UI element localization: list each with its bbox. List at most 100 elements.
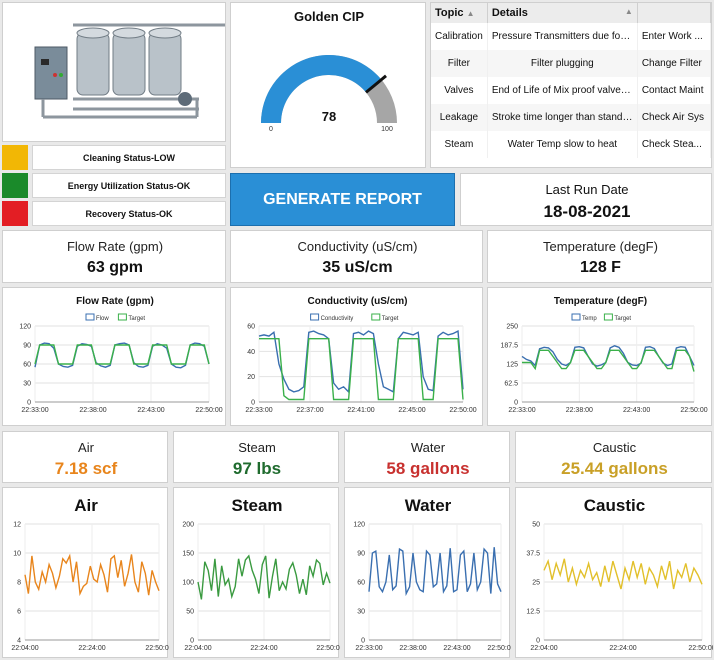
status-row-energy: Energy Utilization Status-OK: [2, 173, 226, 198]
water-chart: 0 30 60 90 120 22:33:00 22:38:00 22:43:00 22:50:…: [353, 522, 511, 653]
x-tick-label: 22:50:00: [195, 407, 222, 414]
series-line: [197, 554, 331, 600]
chart-title: Conductivity (uS/cm): [307, 296, 408, 307]
kpi-conductivity: Conductivity (uS/cm) 35 uS/cm: [230, 230, 483, 283]
gauge-chart: 78 0 100: [261, 55, 397, 133]
y-tick-label: 150: [182, 551, 194, 558]
status-swatch-energy: [2, 173, 28, 198]
table-row[interactable]: Filter Filter plugging Change Filter: [431, 50, 711, 77]
x-tick-label: 22:33:00: [508, 407, 535, 414]
kpi-flow-rate: Flow Rate (gpm) 63 gpm: [2, 230, 226, 283]
status-swatch-cleaning: [2, 145, 28, 170]
column-header-topic[interactable]: Topic ▲: [431, 3, 488, 23]
series-line: [24, 553, 160, 597]
kpi-label: Flow Rate (gpm): [66, 239, 164, 254]
x-tick-label: 22:50:00: [145, 645, 169, 652]
x-tick-label: 22:33:00: [21, 407, 48, 414]
legend-label: Conductivity: [321, 316, 354, 322]
caustic-chart: 0 12.5 25 37.5 50 22:04:00 22:24:00 22:50:00: [526, 522, 713, 653]
gauge-panel: Golden CIP 78 0 100: [230, 2, 426, 168]
series-line: [543, 558, 703, 590]
gauge-needle: [365, 74, 387, 94]
kpi-value: 35 uS/cm: [322, 259, 393, 276]
topic-cell: Steam: [431, 131, 488, 158]
legend-label: Target: [382, 316, 399, 322]
gauge-max-label: 100: [381, 126, 393, 133]
action-cell: Change Filter: [637, 50, 711, 77]
issues-table: Topic ▲ Details ▲ Calibration Pressure Tr…: [431, 3, 711, 158]
legend-swatch: [310, 313, 320, 321]
y-tick-label: 12.5: [526, 609, 540, 616]
y-tick-label: 100: [182, 580, 194, 587]
x-tick-label: 22:43:00: [623, 407, 650, 414]
status-row-cleaning: Cleaning Status-LOW: [2, 145, 226, 170]
details-cell: Filter plugging: [487, 50, 638, 77]
kpi-value: 63 gpm: [86, 259, 143, 276]
x-tick-label: 22:38:00: [566, 407, 593, 414]
details-cell: Water Temp slow to heat: [487, 131, 638, 158]
x-tick-label: 22:37:00: [296, 407, 323, 414]
status-row-recovery: Recovery Status-OK: [2, 201, 226, 226]
series-line: [259, 338, 464, 401]
generate-report-button[interactable]: GENERATE REPORT: [230, 173, 455, 226]
sort-icon: ▲: [624, 7, 633, 16]
x-tick-label: 22:41:00: [347, 407, 374, 414]
x-tick-label: 22:04:00: [184, 645, 211, 652]
x-tick-label: 22:38:00: [399, 645, 426, 652]
x-tick-label: 22:50:00: [680, 407, 707, 414]
x-tick-label: 22:50:00: [316, 645, 340, 652]
total-steam: Steam 97 lbs: [173, 431, 339, 483]
conductivity-chart-panel: Conductivity (uS/cm) 0 20 40 60 22:33:00 22:3…: [230, 287, 483, 426]
action-cell: Enter Work ...: [637, 23, 711, 50]
table-row[interactable]: Steam Water Temp slow to heat Check Stea..…: [431, 131, 711, 158]
total-label: Steam: [238, 440, 276, 455]
y-tick-label: 40: [247, 349, 255, 356]
y-tick-label: 10: [13, 551, 21, 558]
total-label: Air: [78, 440, 94, 455]
y-tick-label: 90: [23, 343, 31, 350]
series-line: [34, 344, 210, 365]
y-tick-label: 37.5: [526, 551, 540, 558]
action-cell: Check Stea...: [637, 131, 711, 158]
gauge-value: 78: [322, 109, 336, 124]
series-line: [368, 547, 502, 597]
topic-cell: Valves: [431, 77, 488, 104]
equipment-image-panel: [2, 2, 226, 142]
status-label-cleaning: Cleaning Status-LOW: [32, 145, 226, 170]
y-tick-label: 0: [514, 400, 518, 407]
x-tick-label: 22:43:00: [443, 645, 470, 652]
details-cell: Pressure Transmitters due for c...: [487, 23, 638, 50]
series-line: [34, 342, 210, 369]
y-tick-label: 90: [357, 551, 365, 558]
y-tick-label: 25: [532, 580, 540, 587]
legend-swatch: [571, 313, 581, 321]
temperature-chart: 0 62.5 125 187.5 250 22:33:00 22:38:00 22:43:00…: [500, 313, 708, 414]
last-run-value: 18-08-2021: [543, 202, 631, 221]
details-cell: End of Life of Mix proof valve 3...: [487, 77, 638, 104]
table-row[interactable]: Valves End of Life of Mix proof valve 3..…: [431, 77, 711, 104]
last-run-panel: Last Run Date 18-08-2021: [460, 173, 712, 226]
total-value: 7.18 scf: [54, 459, 118, 478]
air-chart-panel: Air 4 6 8 10 12 22:04:00 22:24:00 22:50:00: [2, 487, 169, 658]
temperature-chart-panel: Temperature (degF) 0 62.5 125 187.5 250 22:33…: [487, 287, 712, 426]
y-tick-label: 60: [23, 362, 31, 369]
sort-icon: ▲: [466, 9, 475, 18]
table-row[interactable]: Calibration Pressure Transmitters due for…: [431, 23, 711, 50]
y-tick-label: 187.5: [500, 343, 518, 350]
x-tick-label: 22:50:00: [487, 645, 511, 652]
action-cell: Check Air Sys: [637, 104, 711, 131]
series-line: [258, 330, 464, 394]
chart-title: Flow Rate (gpm): [76, 296, 154, 307]
kpi-label: Conductivity (uS/cm): [297, 239, 418, 254]
column-header-action[interactable]: [637, 3, 711, 23]
flow-rate-chart: 0 30 60 90 120 22:33:00 22:38:00 22:43:00 22:50:…: [19, 313, 223, 414]
table-row[interactable]: Leakage Stroke time longer than standard C…: [431, 104, 711, 131]
legend-label: Flow: [96, 316, 109, 322]
topic-cell: Filter: [431, 50, 488, 77]
legend-swatch: [117, 313, 127, 321]
column-header-details[interactable]: Details ▲: [487, 3, 638, 23]
total-air: Air 7.18 scf: [2, 431, 168, 483]
y-tick-label: 125: [506, 362, 518, 369]
y-tick-label: 0: [251, 400, 255, 407]
air-chart: 4 6 8 10 12 22:04:00 22:24:00 22:50:00: [11, 522, 169, 653]
